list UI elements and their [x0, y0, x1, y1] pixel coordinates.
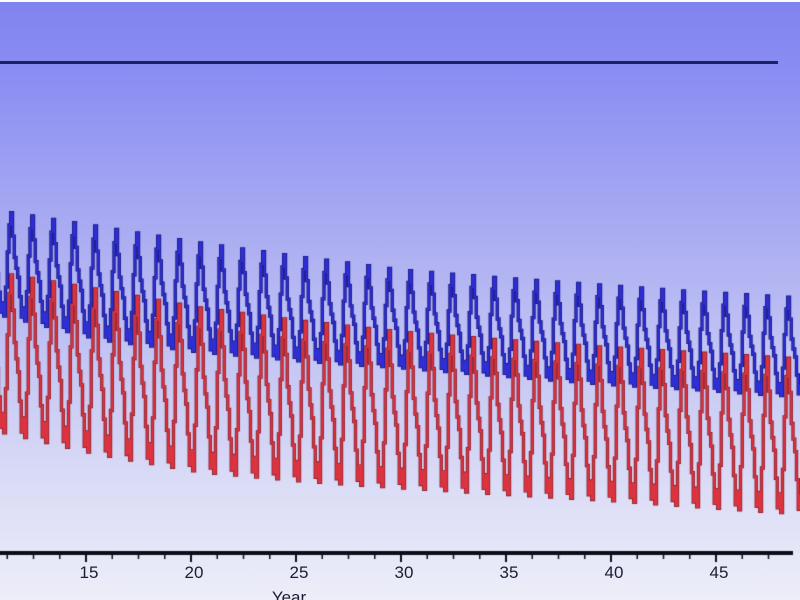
x-tick-label: 25 — [289, 563, 309, 582]
x-tick-label: 45 — [709, 563, 729, 582]
x-tick-label: 20 — [184, 563, 204, 582]
x-tick-label: 15 — [79, 563, 99, 582]
x-tick-label: 35 — [499, 563, 519, 582]
x-tick-label: 40 — [604, 563, 624, 582]
x-axis-title: Year — [271, 588, 307, 600]
x-tick-label: 30 — [394, 563, 414, 582]
